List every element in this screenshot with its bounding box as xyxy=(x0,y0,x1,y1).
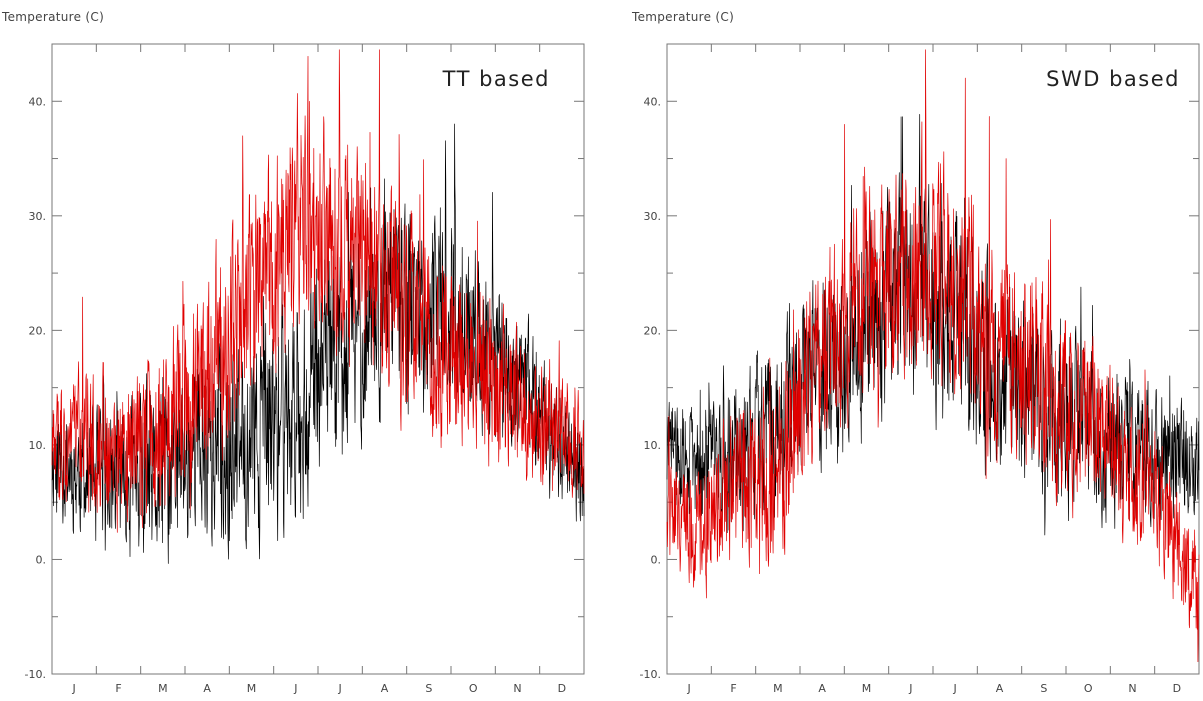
panel-title: SWD based xyxy=(1046,67,1180,91)
y-axis-label: Temperature (C) xyxy=(1,10,104,24)
y-tick-label: 0. xyxy=(651,553,662,566)
x-tick-label: F xyxy=(730,682,736,695)
x-tick-label: O xyxy=(1084,682,1093,695)
chart-panel-swd: Temperature (C) -10. 0. 10. 20. 30. 40. J F M A M… xyxy=(631,10,1200,695)
series-line-black xyxy=(666,114,1200,539)
y-tick-label: 30. xyxy=(29,210,47,223)
y-tick-label: 0. xyxy=(36,553,47,566)
x-tick-label: M xyxy=(862,682,872,695)
series-line-red xyxy=(51,49,585,533)
y-tick-label: 30. xyxy=(644,210,662,223)
x-tick-label: J xyxy=(72,682,76,695)
x-tick-label: O xyxy=(469,682,478,695)
series-line-red xyxy=(666,49,1200,663)
y-tick-label: 20. xyxy=(644,324,662,337)
y-axis-label: Temperature (C) xyxy=(631,10,734,24)
y-tick-label: 20. xyxy=(29,324,47,337)
y-tick-label: 40. xyxy=(29,95,47,108)
x-tick-label: J xyxy=(338,682,342,695)
chart-panel-tt: Temperature (C) -10. 0. 10. 20. 30. 40. J F M A M… xyxy=(1,10,585,695)
y-tick-label: 10. xyxy=(29,439,47,452)
x-tick-label: A xyxy=(203,682,211,695)
x-tick-label: J xyxy=(687,682,691,695)
y-tick-label: 10. xyxy=(644,439,662,452)
x-tick-label: N xyxy=(513,682,521,695)
x-tick-label: D xyxy=(558,682,566,695)
x-tick-label: A xyxy=(818,682,826,695)
x-tick-label: M xyxy=(158,682,168,695)
series-lines xyxy=(666,49,1200,663)
x-tick-label: S xyxy=(425,682,432,695)
x-tick-label: D xyxy=(1173,682,1181,695)
x-tick-label: M xyxy=(247,682,257,695)
x-tick-label: A xyxy=(996,682,1004,695)
x-tick-label: S xyxy=(1040,682,1047,695)
x-tick-label: J xyxy=(293,682,297,695)
x-tick-label: M xyxy=(773,682,783,695)
x-tick-label: F xyxy=(115,682,121,695)
series-lines xyxy=(51,49,585,564)
y-tick-label: -10. xyxy=(25,668,46,681)
x-tick-label: A xyxy=(381,682,389,695)
x-tick-label: J xyxy=(953,682,957,695)
panel-title: TT based xyxy=(442,67,550,91)
x-tick-label: N xyxy=(1128,682,1136,695)
x-tick-label: J xyxy=(908,682,912,695)
y-tick-label: -10. xyxy=(640,668,661,681)
y-tick-label: 40. xyxy=(644,95,662,108)
